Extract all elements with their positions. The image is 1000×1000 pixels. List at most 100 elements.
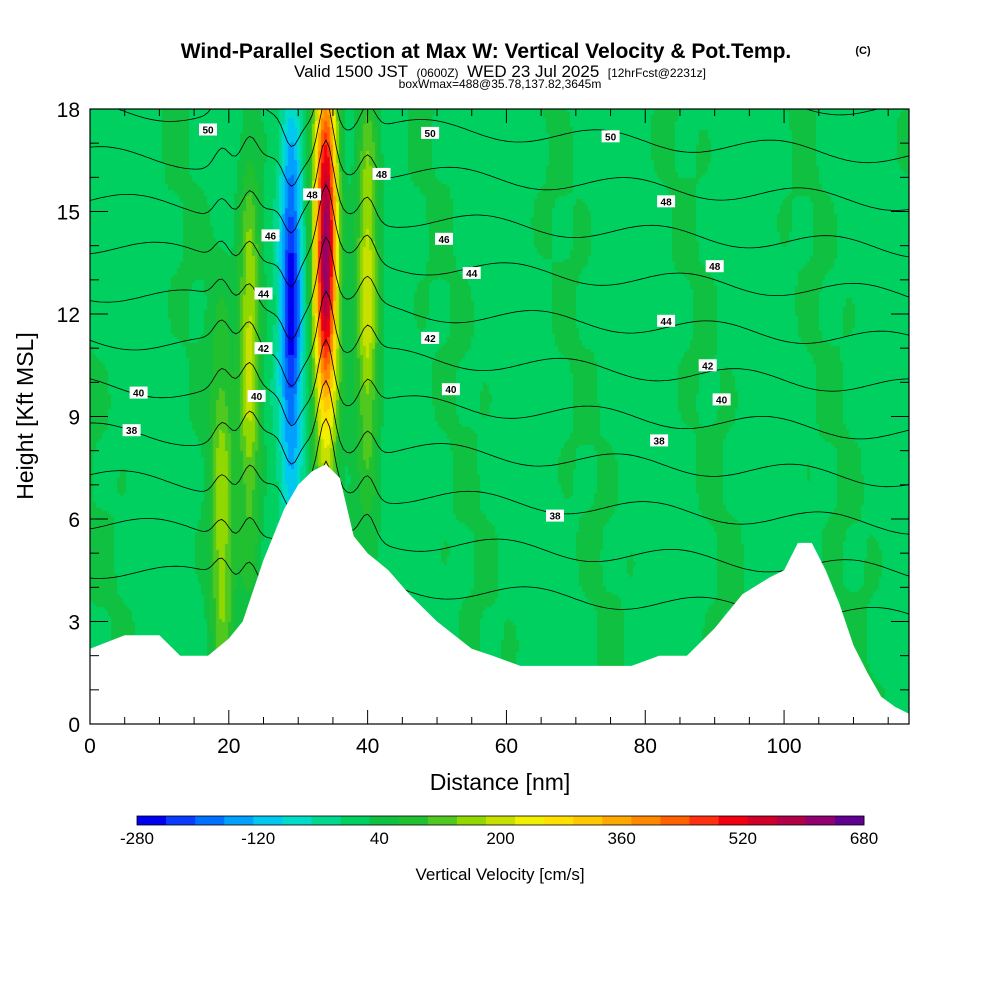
contour-label-text: 40 [445, 385, 457, 396]
colorbar-tick-label: -120 [241, 829, 275, 848]
colorbar-swatch [515, 816, 545, 825]
contour-label-bg [705, 260, 724, 273]
colorbar-swatch [369, 816, 400, 825]
colorbar-swatch [544, 816, 574, 825]
chart-subtitle: Valid 1500 JST (0600Z) WED 23 Jul 2025 [… [294, 62, 706, 81]
contour-label-text: 50 [425, 129, 437, 140]
contour-label-text: 50 [605, 132, 617, 143]
contour-label-text: 48 [376, 170, 388, 181]
colorbar-tick-label: 520 [729, 829, 757, 848]
contour-label: 50 [421, 126, 440, 140]
colorbar-frame [136, 815, 865, 826]
colorbar-swatch [427, 816, 458, 825]
x-axis-label: Distance [nm] [430, 769, 571, 795]
contour-label-bg [129, 386, 148, 399]
contour-label-text: 48 [661, 197, 673, 208]
contour-label-bg [303, 188, 322, 201]
colorbar-tick-label: 680 [850, 829, 878, 848]
contour-label-bg [650, 434, 669, 447]
potential-temperature-contours [90, 0, 909, 621]
colorbar-tick-label: 40 [370, 829, 389, 848]
theta-contour [90, 139, 909, 258]
colorbar: -280 -120 40 200 360 520 680 [120, 815, 878, 848]
contour-label-bg [698, 359, 717, 372]
contour-label-bg [254, 287, 273, 300]
contour-label-text: 46 [265, 231, 277, 242]
theta-contour [90, 0, 909, 19]
contour-label: 42 [698, 359, 717, 372]
y-axis-label: Height [Kft MSL] [12, 332, 38, 499]
colorbar-swatch [776, 816, 807, 825]
colorbar-swatch [485, 816, 516, 825]
colorbar-label: Vertical Velocity [cm/s] [415, 865, 584, 884]
contour-label: 50 [601, 130, 620, 143]
contour-label: 48 [705, 260, 724, 273]
contour-label-text: 38 [126, 426, 138, 437]
colorbar-swatch [602, 816, 632, 825]
colorbar-swatch [195, 816, 225, 825]
contour-label-bg [441, 383, 460, 396]
contour-label: 40 [712, 393, 731, 406]
contour-label-bg [122, 424, 141, 437]
contour-label: 38 [546, 509, 564, 523]
colorbar-swatch [340, 816, 371, 825]
contour-label-bg [601, 130, 620, 143]
contour-label-text: 44 [661, 317, 673, 328]
contour-label-bg [421, 331, 440, 344]
contour-label-bg [657, 195, 676, 208]
y-tick-label: 15 [57, 202, 80, 225]
colorbar-swatch [398, 816, 429, 825]
contour-label-bg [247, 390, 266, 402]
colorbar-tick-label: 360 [607, 829, 635, 848]
contour-label-bg [657, 314, 676, 327]
contour-label: 44 [657, 314, 676, 328]
contour-label-text: 48 [709, 262, 721, 273]
contour-label: 46 [261, 229, 280, 242]
box-info: boxWmax=488@35.78,137.82,3645m [399, 77, 602, 91]
colorbar-swatch [660, 816, 690, 825]
contour-label-text: 40 [716, 395, 728, 406]
contour-label: 44 [462, 267, 481, 280]
colorbar-swatch [573, 816, 603, 825]
contour-label-bg [435, 232, 453, 245]
colorbar-tick-label: -280 [120, 829, 154, 848]
colorbar-swatch [166, 816, 196, 825]
contour-label: 44 [254, 287, 273, 301]
axis-ticks: 0 20 40 60 80 100 0 3 6 9 12 15 18 [57, 99, 909, 758]
x-tick-label: 40 [356, 735, 379, 758]
contour-label: 46 [435, 232, 453, 246]
contour-label-text: 40 [251, 392, 263, 403]
contour-label-text: 40 [133, 389, 145, 400]
colorbar-swatch [718, 816, 749, 825]
y-tick-label: 18 [57, 99, 80, 122]
y-tick-label: 12 [57, 304, 80, 327]
plot-area: 50 50 50 48 48 48 48 46 46 44 44 44 42 42 42 40 40 40 40 38… [90, 0, 909, 724]
contour-label: 38 [122, 424, 141, 437]
contour-label-bg [462, 267, 481, 279]
colorbar-swatch [631, 816, 661, 825]
contour-label: 40 [247, 390, 266, 403]
contour-label-text: 48 [307, 190, 319, 201]
theta-contour [90, 236, 909, 344]
theta-contour [90, 460, 909, 577]
contour-label-text: 42 [258, 344, 270, 355]
contour-label: 38 [650, 434, 669, 447]
terrain-mask [90, 464, 909, 724]
theta-contour [90, 417, 909, 535]
y-tick-label: 6 [68, 509, 80, 532]
contour-label-bg [254, 342, 273, 355]
colorbar-swatch [805, 816, 836, 825]
chart-title: Wind-Parallel Section at Max W: Vertical… [181, 40, 792, 63]
subtitle-valid: Valid 1500 JST [294, 62, 408, 81]
contour-label-text: 44 [466, 269, 478, 280]
x-tick-label: 60 [495, 735, 518, 758]
contour-label: 48 [657, 195, 676, 208]
contour-label-bg [261, 229, 280, 242]
colorbar-swatch [311, 816, 341, 825]
y-tick-label: 0 [68, 714, 80, 737]
x-tick-label: 80 [634, 735, 657, 758]
contour-label: 42 [421, 331, 440, 345]
colorbar-swatch [689, 816, 719, 825]
contour-label: 48 [303, 188, 322, 201]
